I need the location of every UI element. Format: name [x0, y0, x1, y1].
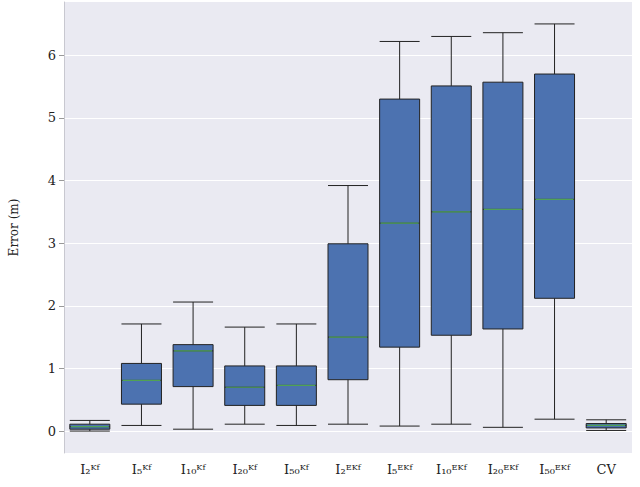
svg-text:3: 3	[48, 236, 56, 251]
svg-text:6: 6	[48, 48, 56, 63]
svg-text:I₂ᴷᶠ: I₂ᴷᶠ	[80, 462, 100, 477]
svg-text:I₂₀ᴷᶠ: I₂₀ᴷᶠ	[232, 462, 258, 477]
svg-text:1: 1	[48, 361, 56, 376]
svg-text:I₅ᴱᴷᶠ: I₅ᴱᴷᶠ	[387, 462, 413, 477]
svg-text:I₅₀ᴷᶠ: I₅₀ᴷᶠ	[284, 462, 310, 477]
svg-text:I₂ᴱᴷᶠ: I₂ᴱᴷᶠ	[335, 462, 361, 477]
svg-text:I₁₀ᴷᶠ: I₁₀ᴷᶠ	[181, 462, 207, 477]
svg-text:I₁₀ᴱᴷᶠ: I₁₀ᴱᴷᶠ	[436, 462, 468, 477]
svg-text:5: 5	[48, 110, 56, 125]
svg-text:Error (m): Error (m)	[7, 199, 21, 257]
svg-text:CV: CV	[597, 462, 617, 477]
svg-text:4: 4	[48, 173, 56, 188]
svg-text:I₅ᴷᶠ: I₅ᴷᶠ	[132, 462, 152, 477]
svg-text:2: 2	[48, 298, 56, 313]
svg-text:I₂₀ᴱᴷᶠ: I₂₀ᴱᴷᶠ	[488, 462, 520, 477]
svg-text:I₅₀ᴱᴷᶠ: I₅₀ᴱᴷᶠ	[539, 462, 571, 477]
svg-text:0: 0	[48, 424, 56, 439]
